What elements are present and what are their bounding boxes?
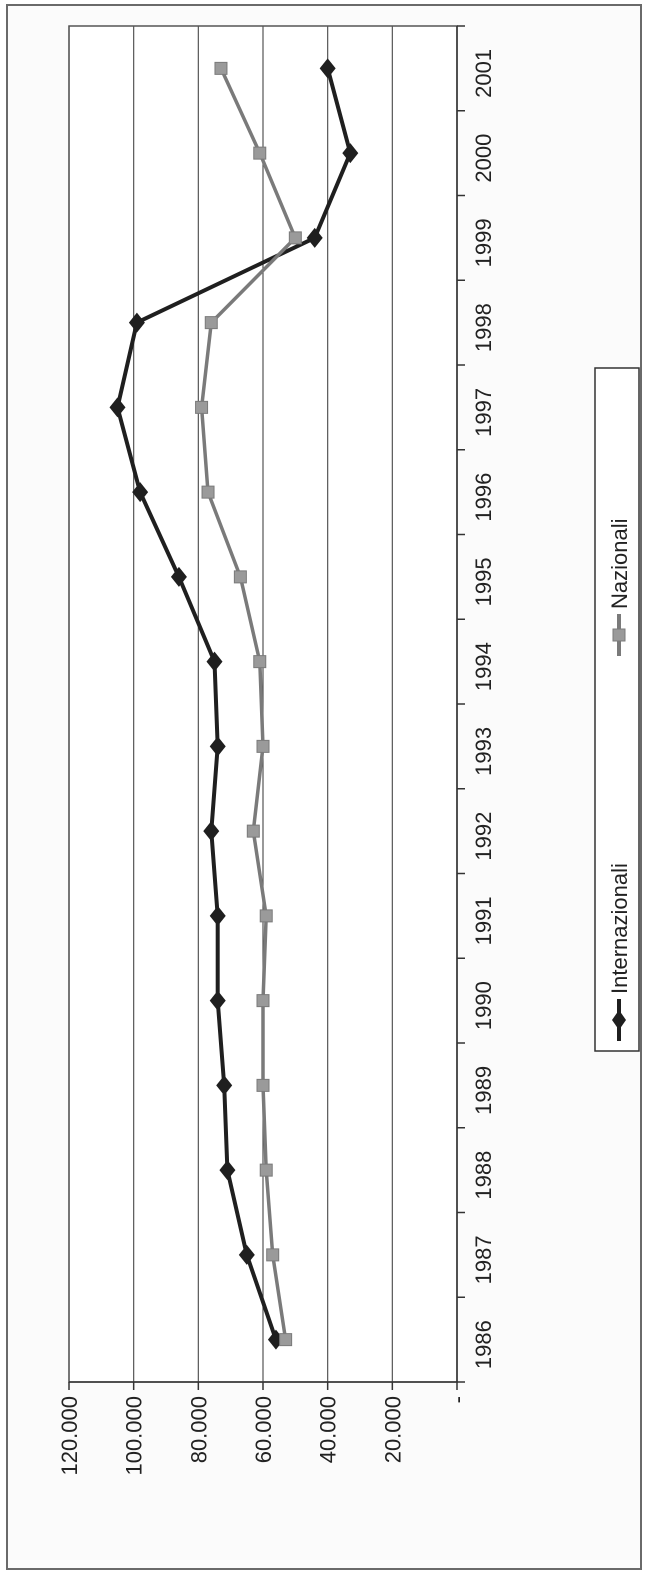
data-point (256, 994, 270, 1008)
x-tick-label: 1997 (471, 388, 496, 437)
data-point (216, 1075, 233, 1096)
data-point (253, 655, 267, 669)
x-tick-label: 1992 (471, 812, 496, 861)
data-point (306, 227, 323, 248)
y-tick-labels: - 20.000 40.000 60.000 80.000 100.000 120.000 (57, 1396, 470, 1476)
data-point (219, 1160, 236, 1181)
x-tick-label: 1989 (471, 1066, 496, 1115)
data-point (128, 312, 145, 333)
x-tick-label: 1995 (471, 557, 496, 606)
data-point (342, 143, 359, 164)
axes (68, 25, 465, 1390)
legend-entry-internazionali: Internazionali (607, 863, 632, 1041)
data-point (256, 739, 270, 753)
x-tick-label: 2001 (471, 49, 496, 98)
legend-entry-nazionali: Nazionali (607, 519, 632, 656)
data-point (109, 397, 126, 418)
y-tick-label: 120.000 (57, 1396, 82, 1476)
data-point (259, 1163, 273, 1177)
x-tick-label: 1996 (471, 473, 496, 522)
x-tick-label: 1986 (471, 1320, 496, 1369)
series-line-nazionali (199, 67, 298, 1340)
legend-label-nazionali: Nazionali (607, 519, 632, 610)
grid-lines (68, 26, 393, 1382)
y-tick-label: 20.000 (380, 1396, 405, 1463)
data-point (203, 821, 220, 842)
data-point (206, 651, 223, 672)
data-point (266, 1248, 280, 1262)
series-nazionali (195, 61, 302, 1347)
data-point (259, 909, 273, 923)
series-line-internazionali (115, 67, 353, 1341)
x-tick-label: 1991 (471, 896, 496, 945)
x-tick-label: 1993 (471, 727, 496, 776)
x-tick-label: 1994 (471, 642, 496, 691)
series-lines (109, 58, 359, 1350)
x-tick-label: 1999 (471, 218, 496, 267)
y-tick-label: 80.000 (186, 1396, 211, 1463)
x-tick-label: 1998 (471, 303, 496, 352)
data-point (132, 482, 149, 503)
data-point (209, 905, 226, 926)
y-tick-label: 100.000 (122, 1396, 147, 1476)
chart-frame: -20.000 40.000 60.000 80.000 100.000 120.000 … (6, 4, 642, 1570)
data-point (170, 566, 187, 587)
data-point (288, 231, 302, 245)
data-point (209, 990, 226, 1011)
legend-marker-internazionali (612, 1010, 626, 1030)
y-tick-label: - (445, 1396, 470, 1403)
y-tick-label: 40.000 (316, 1396, 341, 1463)
x-tick-label: 1987 (471, 1235, 496, 1284)
x-tick-label: 1990 (471, 981, 496, 1030)
data-point (319, 58, 336, 79)
data-point (238, 1244, 255, 1265)
data-point (204, 316, 218, 330)
data-point (256, 1078, 270, 1092)
line-chart: -20.00040.00060.00080.000100.000120.000 … (57, 25, 640, 1476)
legend-label-internazionali: Internazionali (607, 863, 632, 994)
y-tick-label: 60.000 (251, 1396, 276, 1463)
data-point (279, 1333, 293, 1347)
legend: Internazionali Nazionali (594, 367, 640, 1052)
data-point (253, 146, 267, 160)
data-point (209, 736, 226, 757)
data-point (246, 824, 260, 838)
x-tick-labels: 1986 1987 1988 1989 1990 1991 1992 1993 1994 1995… (471, 49, 496, 1369)
data-point (233, 570, 247, 584)
data-point (201, 485, 215, 499)
data-point (214, 61, 228, 75)
legend-marker-nazionali (612, 628, 626, 642)
x-tick-label: 2000 (471, 134, 496, 183)
legend-box (594, 367, 640, 1052)
x-tick-label: 1988 (471, 1151, 496, 1200)
data-point (195, 400, 209, 414)
